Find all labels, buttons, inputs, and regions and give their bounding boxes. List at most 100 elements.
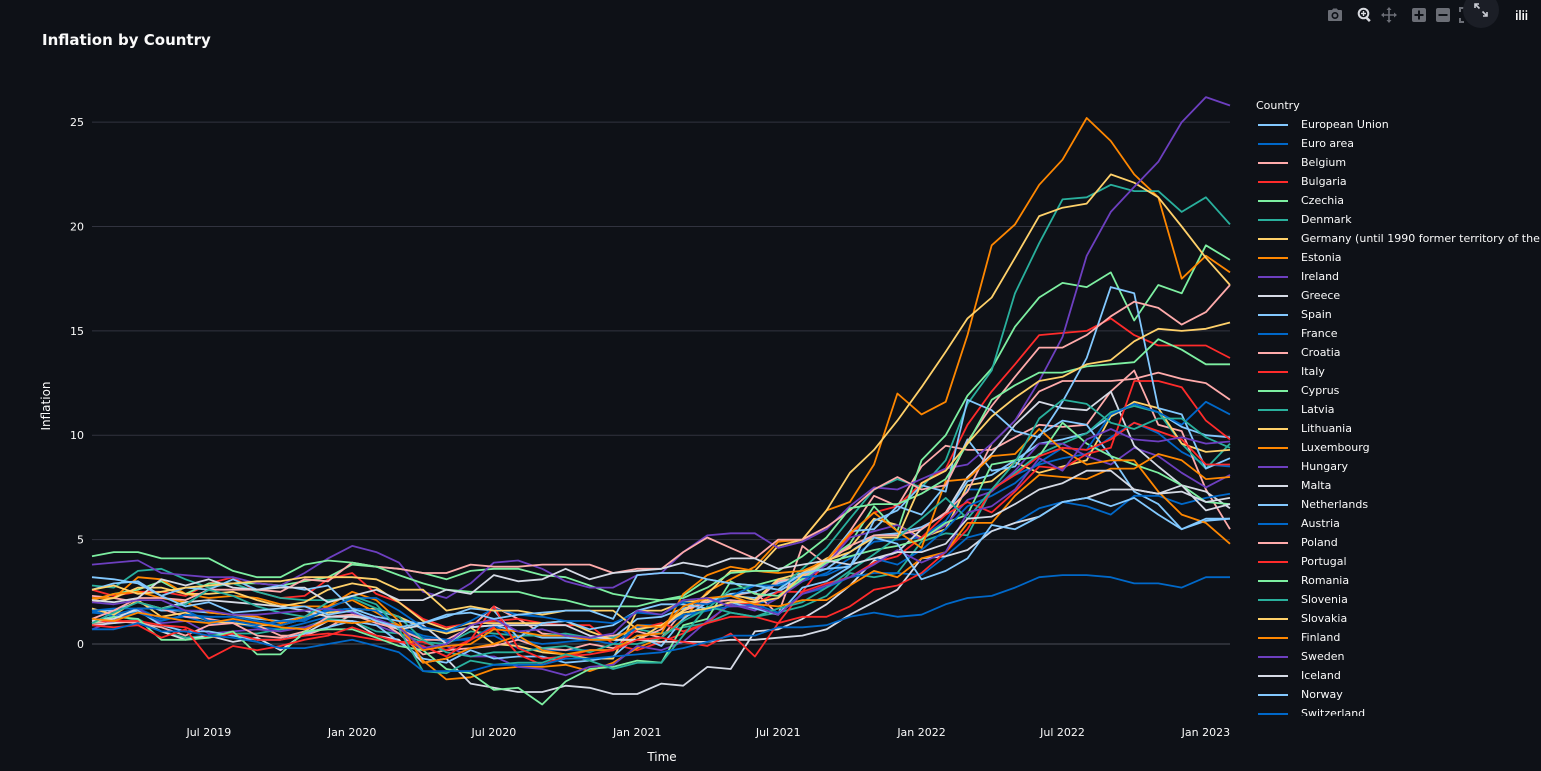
pan-icon[interactable] [1377,4,1401,26]
legend-label: Romania [1301,574,1350,587]
legend-label: Cyprus [1301,384,1340,397]
series-line-portugal[interactable] [91,421,1230,660]
series-line-croatia[interactable] [91,371,1231,656]
legend-swatch [1258,427,1288,430]
legend-swatch [1258,465,1288,468]
chart-title: Inflation by Country [42,31,211,49]
legend-label: Sweden [1301,650,1345,663]
legend-item[interactable]: Slovakia [1250,609,1541,628]
x-tick-label: Jan 2023 [1181,726,1230,739]
legend-swatch [1258,294,1288,297]
legend-item[interactable]: Netherlands [1250,495,1541,514]
legend-swatch [1258,256,1288,259]
y-tick-label: 20 [70,221,84,234]
legend-item[interactable]: Switzerland [1250,704,1541,716]
legend-label: Luxembourg [1301,441,1370,454]
legend-label: Switzerland [1301,707,1366,716]
x-tick-label: Jan 2020 [327,726,376,739]
series-line-italy[interactable] [92,380,1231,666]
legend-label: France [1301,327,1338,340]
legend-swatch [1258,161,1288,164]
series-line-netherlands[interactable] [91,286,1231,639]
series-line-austria[interactable] [91,400,1231,633]
legend-item[interactable]: Germany (until 1990 former territory of … [1250,229,1541,248]
legend-item[interactable]: Cyprus [1250,381,1541,400]
legend-item[interactable]: Czechia [1250,191,1541,210]
legend-item[interactable]: Sweden [1250,647,1541,666]
plotly-logo-icon[interactable] [1509,4,1533,26]
legend-item[interactable]: Ireland [1250,267,1541,286]
legend-item[interactable]: Poland [1250,533,1541,552]
y-tick-labels: 0 5 10 15 20 25 [70,116,84,651]
legend-item[interactable]: Spain [1250,305,1541,324]
series-line-slovakia[interactable] [91,321,1231,631]
legend-item[interactable]: Euro area [1250,134,1541,153]
legend-item[interactable]: Romania [1250,571,1541,590]
legend-swatch [1258,218,1288,221]
legend-item[interactable]: Greece [1250,286,1541,305]
legend-label: Iceland [1301,669,1341,682]
series-line-iceland[interactable] [91,469,1231,604]
legend-label: Portugal [1301,555,1347,568]
legend-label: Netherlands [1301,498,1369,511]
zoom-in-icon[interactable] [1407,4,1431,26]
series-line-switzerland[interactable] [92,574,1230,672]
legend-label: Greece [1301,289,1341,302]
camera-icon[interactable] [1323,4,1347,26]
legend-swatch [1258,693,1288,696]
gridlines [92,121,1230,645]
legend-label: Slovakia [1301,612,1348,625]
legend-label: Malta [1301,479,1332,492]
legend-item[interactable]: Luxembourg [1250,438,1541,457]
legend-item[interactable]: Malta [1250,476,1541,495]
legend-item[interactable]: France [1250,324,1541,343]
legend-swatch [1258,503,1288,506]
x-tick-label: Jul 2020 [471,726,517,739]
legend-item[interactable]: European Union [1250,115,1541,134]
legend-item[interactable]: Portugal [1250,552,1541,571]
legend-label: Denmark [1301,213,1352,226]
legend-item[interactable]: Denmark [1250,210,1541,229]
series-line-estonia[interactable] [92,117,1231,681]
series-line-norway[interactable] [91,496,1230,629]
legend-item[interactable]: Hungary [1250,457,1541,476]
legend-item[interactable]: Finland [1250,628,1541,647]
legend-item[interactable]: Bulgaria [1250,172,1541,191]
fullscreen-icon[interactable] [1463,0,1499,28]
legend-item[interactable]: Croatia [1250,343,1541,362]
legend-item[interactable]: Iceland [1250,666,1541,685]
legend-label: Lithuania [1301,422,1352,435]
series-line-latvia[interactable] [91,183,1231,658]
x-tick-label: Jul 2022 [1039,726,1085,739]
legend-label: Croatia [1301,346,1341,359]
legend-label: Norway [1301,688,1343,701]
series-line-finland[interactable] [91,453,1231,652]
legend-swatch [1258,351,1288,354]
legend-label: Euro area [1301,137,1354,150]
series-line-luxembourg[interactable] [91,428,1231,664]
series-line-ireland[interactable] [91,442,1231,677]
legend-swatch [1258,655,1288,658]
zoom-out-icon[interactable] [1431,4,1455,26]
legend-item[interactable]: Norway [1250,685,1541,704]
legend-swatch [1258,313,1288,316]
legend-item[interactable]: Lithuania [1250,419,1541,438]
legend-swatch [1258,180,1288,183]
series-line-malta[interactable] [91,488,1231,645]
legend-item[interactable]: Belgium [1250,153,1541,172]
legend-label: Hungary [1301,460,1348,473]
legend-item[interactable]: Latvia [1250,400,1541,419]
legend-item[interactable]: Italy [1250,362,1541,381]
series-line-greece[interactable] [91,390,1231,695]
x-tick-label: Jan 2022 [896,726,945,739]
series-line-romania[interactable] [91,338,1230,608]
legend-item[interactable]: Austria [1250,514,1541,533]
legend-item[interactable]: Estonia [1250,248,1541,267]
zoom-icon[interactable] [1353,4,1377,26]
series-line-sweden[interactable] [91,428,1231,649]
legend-label: Poland [1301,536,1338,549]
legend-item[interactable]: Slovenia [1250,590,1541,609]
legend-label: Czechia [1301,194,1345,207]
legend-label: European Union [1301,118,1389,131]
